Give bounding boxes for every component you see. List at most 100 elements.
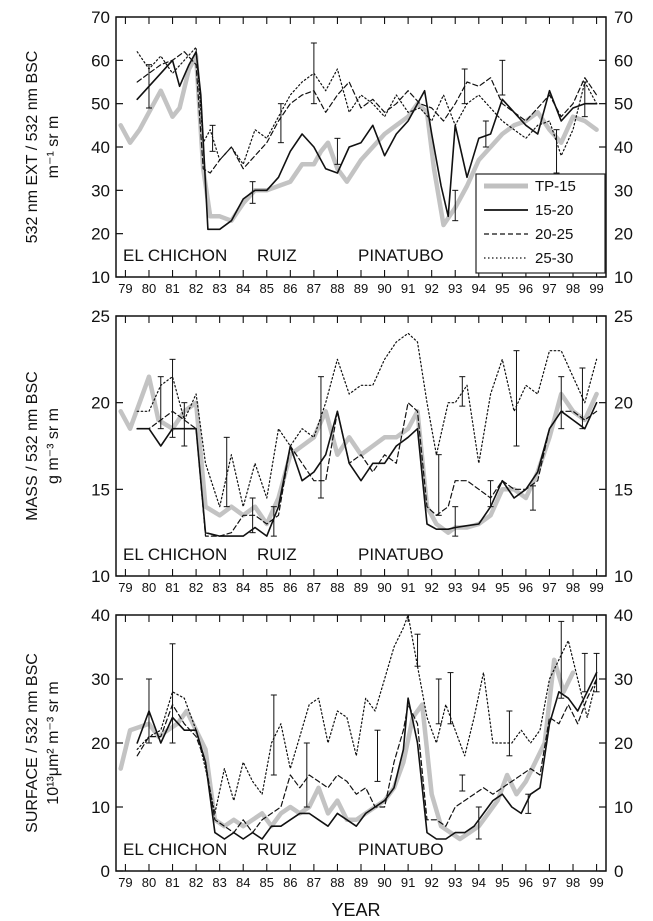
x-tick-label: 96 <box>519 580 533 595</box>
x-tick-label: 80 <box>142 580 156 595</box>
x-tick-label: 99 <box>589 580 603 595</box>
legend-label-tp15: TP-15 <box>535 178 576 195</box>
error-bar <box>593 652 600 693</box>
annotation-pinatubo: PINATUBO <box>358 840 444 859</box>
error-bar <box>223 436 230 508</box>
annotation-ruiz: RUIZ <box>257 840 297 859</box>
x-tick-label: 81 <box>165 875 179 890</box>
error-bar <box>447 672 454 725</box>
error-bar <box>435 678 442 725</box>
series-group <box>118 615 600 842</box>
x-tick-label: 97 <box>542 875 556 890</box>
plot-frame <box>115 315 607 577</box>
x-tick-label: 81 <box>165 281 179 296</box>
x-tick-label: 89 <box>354 281 368 296</box>
annotation-el-chichon: EL CHICHON <box>123 246 227 265</box>
x-tick-label: 85 <box>260 281 274 296</box>
legend-box <box>475 173 606 274</box>
y-tick-label-right: 10 <box>614 798 633 817</box>
y-tick-label-right: 30 <box>614 181 633 200</box>
annotation-pinatubo: PINATUBO <box>358 545 444 564</box>
legend-label-20-25: 20-25 <box>535 226 573 243</box>
error-bar <box>581 652 588 693</box>
y-tick-label-right: 40 <box>614 138 633 157</box>
x-tick-label: 79 <box>118 580 132 595</box>
x-tick-label: 88 <box>330 875 344 890</box>
x-tick-label: 99 <box>589 875 603 890</box>
y-tick-label-right: 60 <box>614 51 633 70</box>
series-line-tp-15 <box>118 374 599 535</box>
x-tick-label: 91 <box>401 875 415 890</box>
x-tick-label: 84 <box>236 580 250 595</box>
error-bar <box>529 485 536 511</box>
series-line-20-25 <box>136 402 598 537</box>
annotation-ruiz: RUIZ <box>257 545 297 564</box>
error-bar <box>452 506 459 537</box>
x-tick-label: 99 <box>589 281 603 296</box>
x-tick-label: 85 <box>260 875 274 890</box>
x-tick-label: 82 <box>189 281 203 296</box>
error-bar <box>157 376 164 430</box>
error-bar <box>452 189 459 222</box>
x-tick-label: 85 <box>260 580 274 595</box>
x-tick-label: 87 <box>307 875 321 890</box>
error-bar <box>525 793 532 814</box>
annotation-pinatubo: PINATUBO <box>358 246 444 265</box>
y-tick-label-left: 10 <box>91 567 110 586</box>
y-tick-label-right: 10 <box>614 567 633 586</box>
error-bar <box>249 181 256 204</box>
error-bar <box>499 59 506 96</box>
error-bar <box>581 81 588 118</box>
legend-label-15-20: 15-20 <box>535 202 573 219</box>
x-tick-label: 83 <box>212 580 226 595</box>
error-bar <box>558 376 565 430</box>
x-tick-label: 98 <box>566 281 580 296</box>
x-tick-label: 82 <box>189 580 203 595</box>
x-tick-label: 94 <box>472 875 486 890</box>
y-tick-label-right: 20 <box>614 394 633 413</box>
y-tick-label-left: 25 <box>91 307 110 326</box>
error-bar <box>461 68 468 105</box>
x-tick-label: 82 <box>189 875 203 890</box>
error-bar <box>579 367 586 430</box>
x-tick-label: 89 <box>354 580 368 595</box>
series-group <box>118 332 599 537</box>
x-tick-label: 90 <box>377 281 391 296</box>
y-tick-label-right: 20 <box>614 734 633 753</box>
x-tick-label: 90 <box>377 580 391 595</box>
x-tick-label: 87 <box>307 281 321 296</box>
error-bar <box>270 694 277 776</box>
series-line-tp-15 <box>118 657 576 842</box>
series-line-15-20 <box>136 50 598 231</box>
y-tick-label-left: 50 <box>91 95 110 114</box>
x-tick-label: 92 <box>424 875 438 890</box>
x-tick-label: 92 <box>424 580 438 595</box>
y-tick-label-left: 10 <box>91 268 110 287</box>
x-tick-label: 92 <box>424 281 438 296</box>
error-bar <box>303 742 310 808</box>
error-bar <box>553 129 560 174</box>
x-tick-label: 79 <box>118 875 132 890</box>
series-group <box>118 42 599 231</box>
series-line-20-25 <box>136 51 598 174</box>
annotation-el-chichon: EL CHICHON <box>123 840 227 859</box>
error-bar <box>310 42 317 105</box>
x-tick-label: 80 <box>142 281 156 296</box>
error-bar <box>459 774 466 792</box>
y-tick-label-left: 30 <box>91 670 110 689</box>
panel-3: 0 0 10 10 20 20 30 30 40 40 79 80 81 82 83 84 85 86 87 88 89… <box>24 606 633 890</box>
y-tick-label-left: 70 <box>91 8 110 27</box>
series-line-tp-15 <box>118 53 599 228</box>
y-axis-subtitle: 10¹³μm² m⁻³ sr m <box>45 681 62 804</box>
error-bar <box>414 633 421 667</box>
x-tick-label: 91 <box>401 281 415 296</box>
error-bar <box>334 137 341 165</box>
x-tick-label: 93 <box>448 580 462 595</box>
y-axis-title: SURFACE / 532 nm BSC <box>24 653 41 833</box>
y-tick-label-left: 20 <box>91 734 110 753</box>
panel-1: 10 10 20 20 30 30 40 40 50 50 60 60 70 70 79 80 81 82 83 84… <box>24 8 633 296</box>
y-axis-subtitle: g m⁻³ sr m <box>45 408 62 484</box>
y-tick-label-right: 0 <box>614 862 623 881</box>
series-line-25-30 <box>136 46 598 165</box>
